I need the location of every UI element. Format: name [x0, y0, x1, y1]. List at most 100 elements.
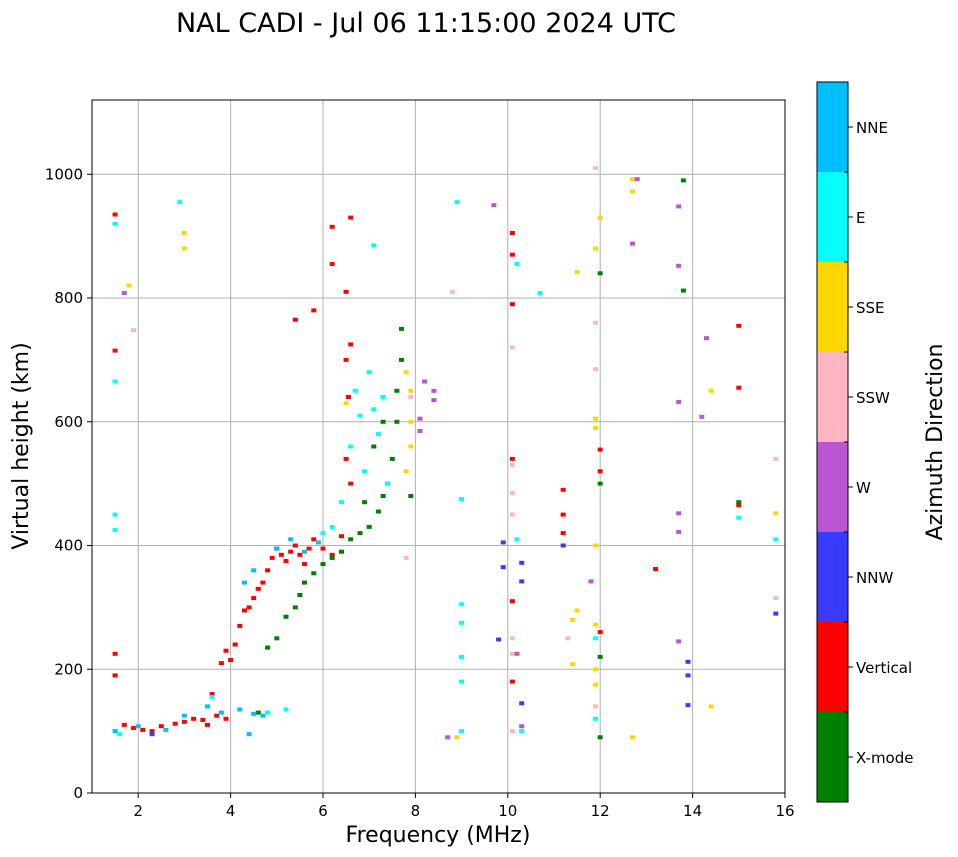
colorbar-segment-nne	[817, 82, 848, 172]
data-point-w	[676, 511, 682, 516]
data-point-nnw	[685, 673, 691, 678]
data-point-w	[634, 177, 640, 182]
data-point-nnw	[149, 732, 155, 737]
data-point-sse	[343, 401, 349, 406]
data-marks	[112, 166, 779, 740]
data-point-x-mode	[380, 419, 386, 424]
y-axis-ticks: 0 200 400 600 800 1000	[45, 165, 92, 802]
data-point-nne	[112, 729, 118, 734]
data-point-sse	[593, 543, 599, 548]
data-point-x-mode	[265, 645, 271, 650]
data-point-vertical	[292, 543, 298, 548]
data-point-x-mode	[680, 178, 686, 183]
colorbar-tick-label: E	[856, 209, 865, 227]
data-point-nne	[260, 713, 266, 718]
data-point-vertical	[131, 726, 137, 730]
data-point-w	[514, 651, 520, 656]
data-point-x-mode	[255, 710, 261, 715]
data-point-vertical	[112, 651, 118, 656]
data-point-sse	[593, 416, 599, 421]
data-point-vertical	[228, 658, 234, 662]
data-point-ssw	[509, 463, 515, 468]
data-point-vertical	[736, 323, 742, 328]
data-point-ssw	[565, 636, 571, 641]
data-point-nnw	[560, 543, 566, 548]
x-tick-label: 2	[133, 802, 143, 820]
x-tick-label: 12	[591, 802, 610, 820]
data-point-x-mode	[311, 571, 317, 576]
y-tick-label: 400	[54, 537, 83, 555]
data-point-w	[491, 203, 497, 208]
y-tick-label: 800	[54, 289, 83, 307]
colorbar-tick-label: SSW	[856, 389, 890, 407]
data-point-e	[459, 620, 465, 625]
data-point-e	[459, 679, 465, 684]
data-point-vertical	[288, 549, 294, 554]
data-point-vertical	[653, 567, 659, 571]
data-point-vertical	[251, 596, 257, 601]
y-tick-label: 1000	[45, 165, 83, 183]
data-point-sse	[773, 511, 779, 516]
data-point-nnw	[773, 611, 779, 616]
data-point-sse	[570, 662, 575, 667]
data-point-w	[699, 414, 705, 419]
data-point-sse	[593, 425, 599, 430]
colorbar-segment-e	[817, 172, 848, 262]
data-point-ssw	[593, 320, 599, 325]
x-axis-label: Frequency (MHz)	[346, 823, 531, 848]
data-point-ssw	[593, 166, 599, 171]
data-point-e	[385, 481, 391, 486]
data-point-x-mode	[292, 605, 298, 610]
data-point-w	[121, 291, 127, 296]
data-point-e	[736, 515, 742, 520]
data-point-e	[339, 500, 344, 505]
data-point-vertical	[509, 252, 515, 257]
x-tick-label: 6	[318, 802, 328, 820]
data-point-sse	[403, 469, 409, 474]
data-point-vertical	[255, 586, 261, 591]
data-point-w	[676, 399, 682, 404]
colorbar-segment-ssw	[817, 352, 848, 442]
data-point-vertical	[149, 729, 155, 734]
data-point-vertical	[509, 679, 515, 684]
data-point-x-mode	[380, 494, 386, 498]
data-point-e	[514, 262, 520, 266]
data-point-sse	[454, 735, 460, 740]
colorbar-tick-label: NNE	[856, 119, 888, 137]
data-point-ssw	[509, 651, 515, 656]
data-point-w	[422, 379, 428, 384]
data-point-ssw	[509, 636, 515, 641]
data-point-w	[588, 579, 594, 584]
data-point-vertical	[345, 395, 351, 399]
data-point-ssw	[509, 512, 515, 517]
x-tick-label: 4	[226, 802, 236, 820]
data-point-x-mode	[597, 271, 603, 276]
data-point-vertical	[223, 648, 229, 653]
data-point-sse	[408, 444, 414, 449]
data-point-nnw	[500, 565, 506, 570]
data-point-x-mode	[329, 555, 335, 560]
data-point-e	[177, 200, 183, 205]
data-point-ssw	[773, 596, 779, 601]
data-point-ssw	[593, 367, 599, 372]
data-point-vertical	[242, 608, 247, 613]
data-point-sse	[403, 370, 409, 375]
data-point-x-mode	[597, 654, 603, 659]
data-point-e	[117, 732, 123, 737]
data-point-vertical	[237, 623, 243, 628]
y-tick-label: 200	[54, 660, 83, 678]
data-point-vertical	[112, 673, 118, 678]
data-point-nne	[205, 704, 210, 709]
colorbar-tick-label: W	[856, 479, 871, 497]
data-point-vertical	[560, 512, 566, 517]
data-point-vertical	[112, 212, 118, 217]
data-point-vertical	[232, 642, 238, 647]
data-point-vertical	[348, 342, 354, 347]
data-point-w	[417, 416, 423, 421]
data-point-sse	[597, 215, 603, 220]
data-point-nne	[218, 710, 224, 715]
data-point-sse	[708, 388, 714, 393]
data-point-vertical	[343, 456, 349, 461]
data-point-sse	[574, 270, 580, 274]
data-point-x-mode	[348, 537, 354, 542]
